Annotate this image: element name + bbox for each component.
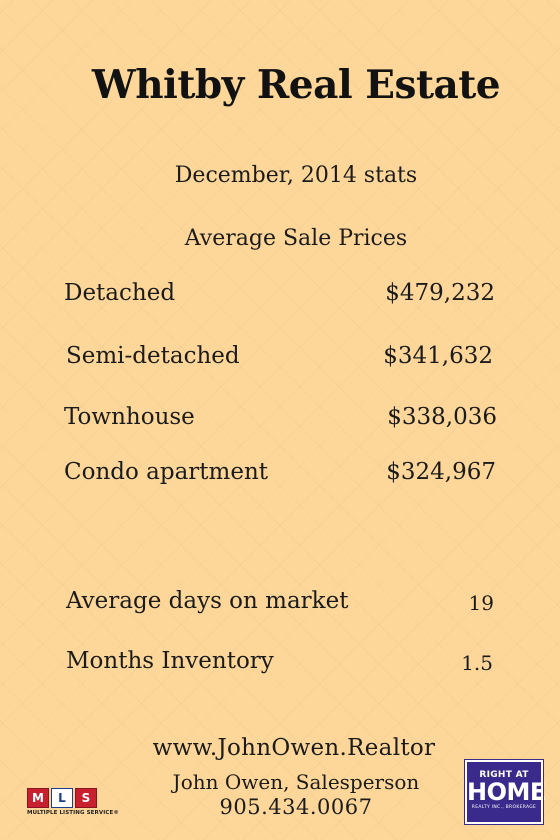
rah-sub-text: REALTY INC., BROKERAGE	[471, 805, 537, 810]
price-label-townhouse: Townhouse	[64, 404, 195, 430]
rah-top-text: RIGHT AT	[479, 770, 529, 780]
right-at-home-logo: RIGHT AT HOME REALTY INC., BROKERAGE	[464, 759, 546, 825]
price-label-condo: Condo apartment	[64, 459, 269, 485]
stat-label-months-inventory: Months Inventory	[66, 648, 274, 674]
price-value-townhouse: $338,036	[387, 404, 497, 430]
mls-logo: M L S MULTIPLE LISTING SERVICE®	[27, 788, 119, 822]
rah-main-text: HOME	[467, 778, 546, 806]
mls-caption: MULTIPLE LISTING SERVICE®	[27, 810, 119, 816]
stat-value-months-inventory: 1.5	[461, 651, 493, 675]
price-label-semi-detached: Semi-detached	[66, 343, 240, 369]
price-value-detached: $479,232	[385, 280, 495, 306]
section-heading-average-prices: Average Sale Prices	[184, 226, 408, 251]
price-label-detached: Detached	[64, 280, 176, 306]
stat-label-days-on-market: Average days on market	[66, 588, 349, 614]
agent-name: John Owen, Salesperson	[172, 770, 420, 794]
stat-value-days-on-market: 19	[468, 591, 494, 615]
stats-date: December, 2014 stats	[174, 163, 418, 188]
page-title: Whitby Real Estate	[91, 62, 501, 108]
agent-phone: 905.434.0067	[219, 795, 373, 819]
mls-letter-l: L	[51, 788, 73, 808]
website-link[interactable]: www.JohnOwen.Realtor	[152, 735, 436, 761]
price-value-condo: $324,967	[386, 459, 496, 485]
mls-letter-m: M	[27, 788, 49, 808]
price-value-semi-detached: $341,632	[383, 343, 493, 369]
mls-letter-s: S	[75, 788, 97, 808]
